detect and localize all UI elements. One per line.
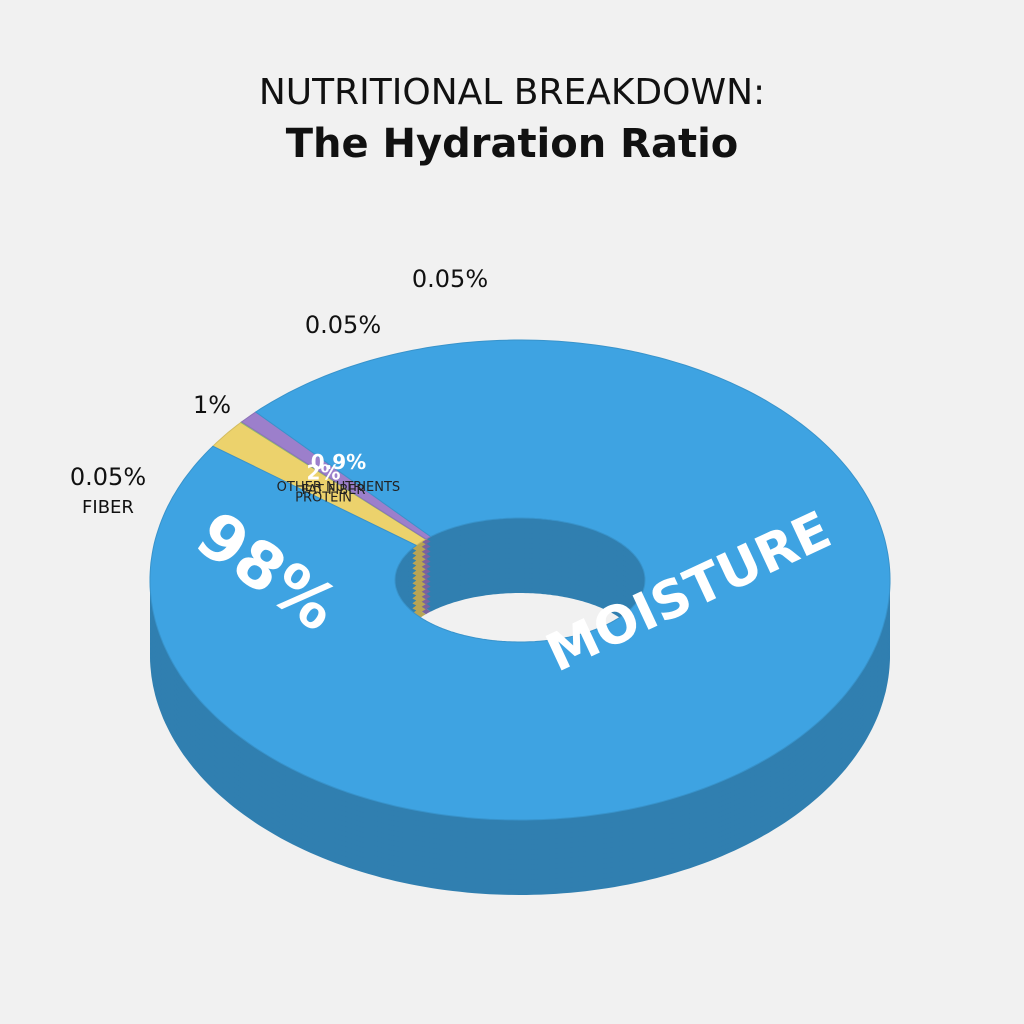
annotation: 0.05%	[70, 463, 146, 491]
category-label: OTHER NUTRIENTS	[277, 480, 401, 495]
category-label: FAT FIBER	[302, 483, 366, 498]
chart-title: NUTRITIONAL BREAKDOWN:	[259, 72, 765, 113]
segment	[149, 339, 891, 821]
value-label: 0.9%	[311, 450, 366, 474]
annotation: 1%	[193, 391, 231, 419]
annotation: 0.05%	[412, 265, 488, 293]
category-label: PROTEIN	[295, 491, 352, 506]
annotation: 0.05%	[305, 311, 381, 339]
value-label: 2%	[307, 461, 341, 485]
annotation: FIBER	[82, 497, 134, 518]
chart-subtitle: The Hydration Ratio	[286, 121, 739, 167]
